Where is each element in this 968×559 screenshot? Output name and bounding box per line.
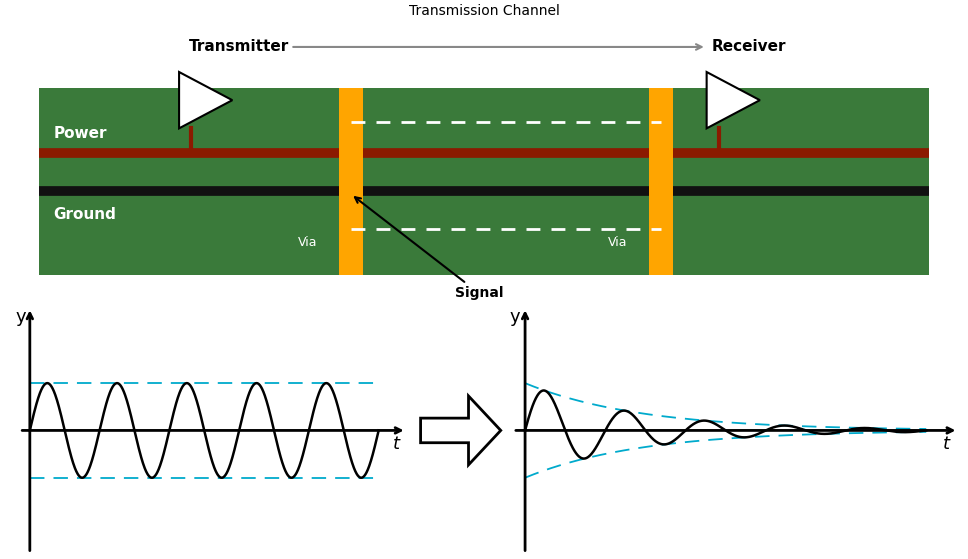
Text: Signal: Signal bbox=[355, 197, 503, 300]
Text: t: t bbox=[393, 435, 400, 453]
Text: Via: Via bbox=[608, 236, 627, 249]
Polygon shape bbox=[707, 72, 760, 129]
Polygon shape bbox=[420, 396, 500, 465]
Text: Ground: Ground bbox=[53, 207, 116, 222]
Text: Via: Via bbox=[298, 236, 318, 249]
Text: Receiver: Receiver bbox=[711, 40, 786, 54]
Text: Transmission Channel: Transmission Channel bbox=[408, 4, 560, 18]
Polygon shape bbox=[179, 72, 232, 129]
Bar bbox=[39, 88, 929, 276]
Text: Transmitter: Transmitter bbox=[189, 40, 289, 54]
Text: Power: Power bbox=[53, 126, 106, 141]
Text: t: t bbox=[943, 435, 950, 453]
Text: y: y bbox=[15, 308, 26, 326]
Bar bbox=[649, 88, 673, 276]
Bar bbox=[339, 88, 363, 276]
Text: y: y bbox=[510, 308, 521, 326]
